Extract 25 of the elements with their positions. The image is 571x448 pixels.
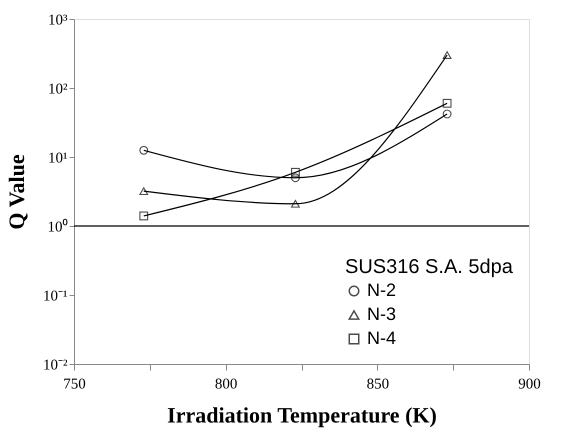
point [139, 146, 148, 155]
legend-label: N-4 [367, 328, 396, 348]
legend-title: SUS316 S.A. 5dpa [345, 256, 514, 278]
point [139, 211, 148, 220]
y-axis-title: Q Value [4, 154, 30, 230]
y-tick-label: 10⁻² [43, 358, 68, 374]
point [291, 200, 300, 208]
point [291, 168, 300, 177]
point [442, 51, 452, 59]
x-tick-label: 850 [366, 376, 390, 392]
y-tick-label: 10⁰ [48, 218, 68, 236]
y-tick-label: 10² [48, 82, 68, 98]
y-tick-label: 10³ [48, 12, 68, 28]
point [139, 187, 148, 196]
x-tick-label: 800 [214, 376, 238, 392]
point [442, 110, 452, 118]
x-axis-title: Irradiation Temperature (K) [167, 402, 437, 428]
legend-label: N-2 [367, 280, 396, 300]
x-tick-label: 900 [518, 376, 541, 392]
y-tick-label: 10⁻¹ [43, 288, 68, 304]
x-tick-label: 750 [63, 376, 86, 392]
point [291, 173, 300, 182]
point [442, 98, 452, 108]
legend-label: N-3 [367, 304, 396, 324]
y-tick-label: 10¹ [48, 150, 68, 166]
